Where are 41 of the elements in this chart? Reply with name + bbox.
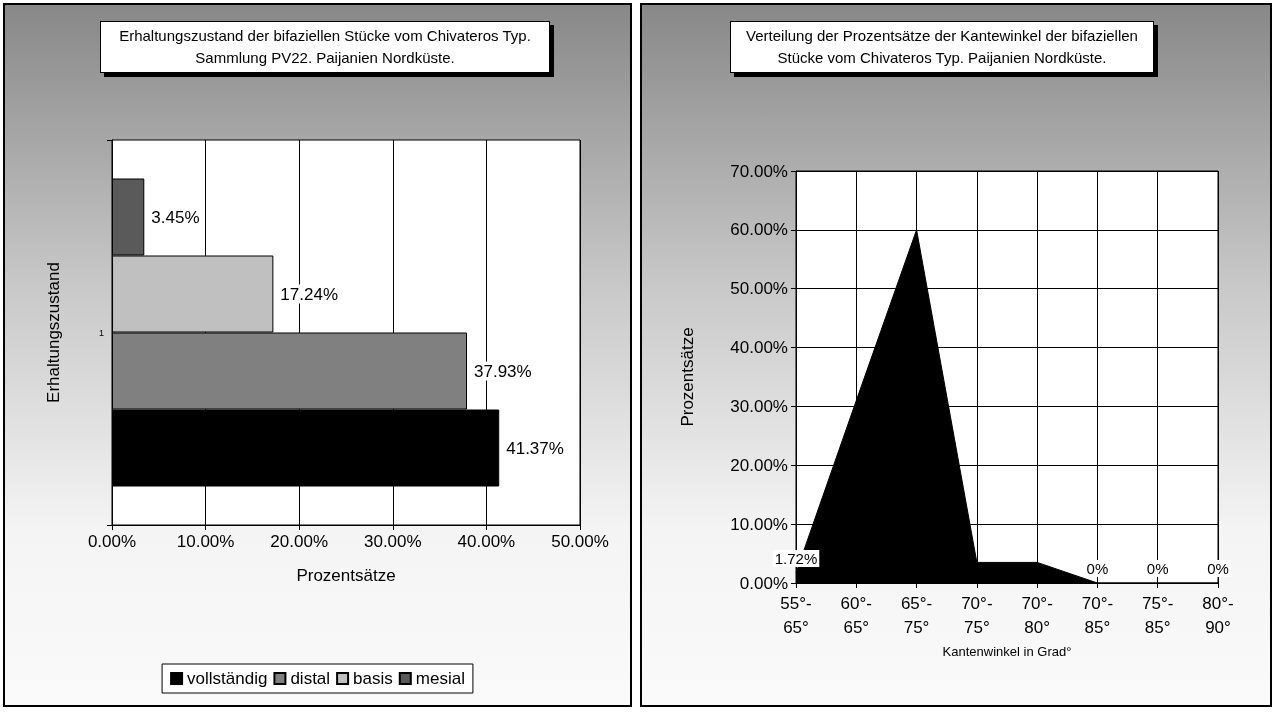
text: 37.93%: [474, 361, 532, 381]
y-tick-label: 70.00%: [730, 161, 788, 181]
x-tick-label: 75°-85°: [1142, 593, 1174, 637]
x-tick-label: 30.00%: [363, 532, 422, 551]
x-tick-label: 50.00%: [551, 532, 609, 551]
text: 17.24%: [280, 284, 339, 304]
text: 3.45%: [151, 207, 200, 227]
x-tick-label: 40.00%: [457, 532, 516, 551]
x-tick-label: 80°-90°: [1202, 593, 1234, 637]
y-tick-label: 10.00%: [730, 514, 788, 534]
legend-label: mesial: [415, 669, 465, 688]
data-label: 0%: [1146, 560, 1169, 577]
chart-title: Erhaltungszustand der bifaziellen Stücke vom Chivateros Typ. Sammlung PV22. Paijanien Nordküste.: [100, 21, 550, 73]
chart-title: Verteilung der Prozentsätze der Kantewinkel der bifaziellen Stücke vom Chivateros Typ. Paijanien Nordküste.: [730, 21, 1154, 73]
y-tick-label: 50.00%: [730, 279, 788, 299]
x-axis-title: Prozentsätze: [296, 566, 396, 585]
y-tick-label: 0.00%: [739, 573, 788, 593]
x-tick-label: 10.00%: [176, 532, 235, 551]
x-tick-label: 70°-75°: [961, 593, 993, 637]
legend-label: vollständig: [187, 669, 268, 688]
x-tick-label: 70°-80°: [1021, 593, 1053, 637]
x-tick-label: 55°-65°: [780, 593, 812, 637]
legend-label: distal: [290, 669, 331, 688]
text: 41.37%: [506, 438, 564, 458]
x-tick-label: 60°-65°: [840, 593, 872, 637]
data-label: 1.72%: [774, 549, 818, 567]
y-tick-label: 60.00%: [730, 220, 788, 240]
legend-label: basis: [353, 669, 393, 688]
x-axis-title: Kantenwinkel in Grad°: [942, 644, 1072, 659]
y-tick-label: 20.00%: [730, 455, 788, 475]
x-tick-label: 20.00%: [270, 532, 329, 551]
y-tick-label: 30.00%: [730, 396, 788, 416]
y-axis-title: Prozentsätze: [678, 327, 697, 427]
y-tick-label: 40.00%: [730, 338, 788, 358]
y-tick-label: 1: [98, 327, 104, 338]
data-label: 0%: [1086, 560, 1109, 577]
x-tick-label: 0.00%: [87, 532, 137, 551]
data-label: 0%: [1207, 560, 1229, 577]
x-tick-label: 70°-85°: [1081, 593, 1114, 637]
y-axis-title: Erhaltungszustand: [44, 262, 63, 403]
x-tick-label: 65°-75°: [900, 593, 933, 637]
